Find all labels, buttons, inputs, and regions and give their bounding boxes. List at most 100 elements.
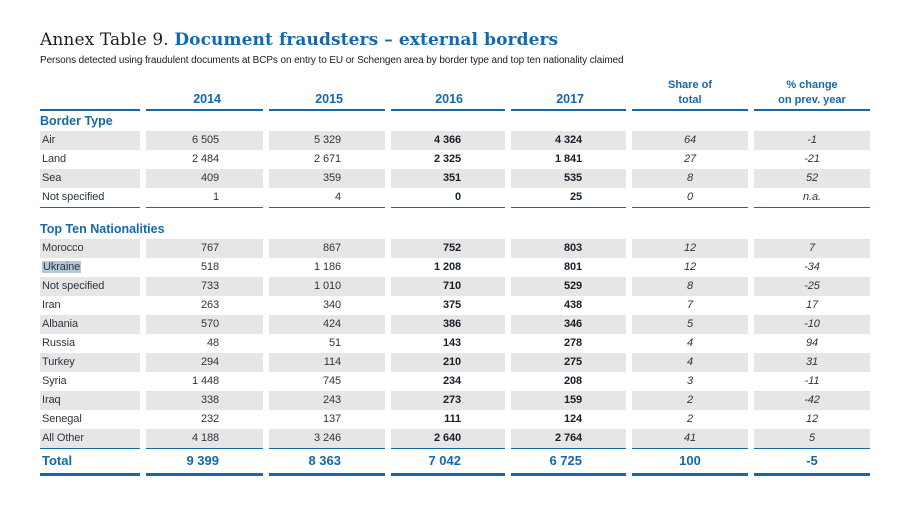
value-cell: -11	[804, 375, 820, 388]
value-cell: 278	[563, 337, 582, 350]
value-cell: 0	[632, 188, 748, 209]
col-header-line2: total	[678, 93, 702, 106]
heading-spacer-cell	[269, 218, 385, 242]
value-cell: -21	[804, 153, 820, 166]
table-row-senegal: Senegal 232 137 111 124 2 12	[40, 410, 871, 429]
value-cell: 733	[146, 277, 263, 297]
row-label-cell: Russia	[42, 337, 76, 350]
table-row-iraq: Iraq 338 243 273 159 2 -42	[40, 391, 871, 411]
table-row-iran: Iran 263 340 375 438 7 17	[40, 296, 871, 315]
value-cell: 4 324	[511, 131, 626, 151]
value-cell: 745	[322, 375, 341, 388]
value-cell: 5	[754, 429, 870, 450]
row-label-cell: Air	[40, 131, 140, 151]
value-cell: 8	[632, 277, 748, 297]
value-cell: 52	[754, 169, 870, 189]
row-label-cell: Iran	[42, 299, 61, 312]
col-header-empty	[40, 78, 140, 111]
value-cell: 338	[146, 391, 263, 411]
value-cell: 438	[563, 299, 582, 312]
value-cell: -42	[754, 391, 870, 411]
row-label-cell: Iraq	[40, 391, 140, 411]
value-cell: 4	[686, 337, 694, 350]
value-cell: 2 640	[391, 429, 505, 450]
col-header-line2: on prev. year	[778, 93, 846, 106]
value-cell: 1 208	[433, 261, 461, 274]
value-cell: 143	[442, 337, 461, 350]
row-label-cell: Ukraine	[40, 258, 140, 277]
value-cell: 2	[686, 413, 694, 426]
value-cell: 4	[632, 353, 748, 373]
value-cell: 234	[442, 375, 461, 388]
value-cell: -1	[754, 131, 870, 151]
selected-text-highlight: Ukraine	[42, 261, 82, 274]
col-header-pct-change: % change on prev. year	[754, 78, 870, 111]
value-cell: 7	[686, 299, 694, 312]
value-cell: 1	[146, 188, 263, 209]
total-row: Total 9 399 8 363 7 042 6 725 100 -5	[40, 448, 871, 477]
value-cell: 5 329	[269, 131, 385, 151]
value-cell: 137	[322, 413, 341, 426]
heading-spacer-cell	[632, 110, 748, 134]
page-title: Annex Table 9. Document fraudsters – ext…	[40, 30, 871, 50]
row-label-cell: Senegal	[42, 413, 82, 426]
value-cell: 31	[754, 353, 870, 373]
heading-spacer-cell	[754, 110, 870, 134]
value-cell: 4	[269, 188, 385, 209]
value-cell: 7	[754, 239, 870, 259]
total-value-cell: 9 399	[146, 448, 263, 477]
value-cell: n.a.	[754, 188, 870, 209]
value-cell: 6 505	[146, 131, 263, 151]
row-label-cell: Morocco	[40, 239, 140, 259]
value-cell: 5	[632, 315, 748, 335]
value-cell: 1 448	[191, 375, 219, 388]
value-cell: 2 671	[313, 153, 341, 166]
value-cell: 232	[200, 413, 219, 426]
total-value-cell: 7 042	[391, 448, 505, 477]
col-header-line1: Share of	[667, 79, 712, 92]
value-cell: 159	[511, 391, 626, 411]
value-cell: 424	[269, 315, 385, 335]
heading-spacer-cell	[511, 110, 626, 134]
value-cell: 41	[632, 429, 748, 450]
value-cell: 12	[683, 261, 697, 274]
value-cell: 351	[391, 169, 505, 189]
value-cell: 17	[805, 299, 819, 312]
annex-table: 2014 2015 2016 2017 Share of total % cha…	[40, 78, 871, 477]
value-cell: 340	[322, 299, 341, 312]
value-cell: 4 188	[146, 429, 263, 450]
value-cell: 2	[632, 391, 748, 411]
value-cell: 2 764	[511, 429, 626, 450]
section-heading-cell: Border Type	[40, 110, 140, 134]
table-header-row: 2014 2015 2016 2017 Share of total % cha…	[40, 78, 871, 111]
title-prefix: Annex Table 9.	[40, 30, 169, 50]
value-cell: 263	[200, 299, 219, 312]
section-heading-row-top-ten-nationalities: Top Ten Nationalities	[40, 218, 871, 242]
value-cell: 27	[683, 153, 697, 166]
table-row-ukraine: Ukraine 518 1 186 1 208 801 12 -34	[40, 258, 871, 277]
table-row-air: Air 6 505 5 329 4 366 4 324 64 -1	[40, 131, 871, 151]
row-label-cell: Not specified	[40, 277, 140, 297]
col-header-2016: 2016	[391, 78, 505, 111]
table-row-sea: Sea 409 359 351 535 8 52	[40, 169, 871, 189]
value-cell: 801	[563, 261, 582, 274]
table-body: Border Type Air 6 505 5 329 4 366 4 324 64 -1 La…	[40, 110, 871, 477]
section-heading-label: Top Ten Nationalities	[40, 222, 165, 237]
value-cell: 208	[563, 375, 582, 388]
value-cell: 210	[391, 353, 505, 373]
value-cell: 359	[269, 169, 385, 189]
value-cell: 275	[511, 353, 626, 373]
row-label-cell: All Other	[40, 429, 140, 450]
table-row-land: Land 2 484 2 671 2 325 1 841 27 -21	[40, 150, 871, 169]
value-cell: 64	[632, 131, 748, 151]
value-cell: 4 366	[391, 131, 505, 151]
col-header-2017: 2017	[511, 78, 626, 111]
value-cell: 273	[391, 391, 505, 411]
table-subtitle: Persons detected using fraudulent docume…	[40, 55, 624, 67]
value-cell: 535	[511, 169, 626, 189]
value-cell: -25	[754, 277, 870, 297]
value-cell: 124	[563, 413, 582, 426]
value-cell: 867	[269, 239, 385, 259]
value-cell: 12	[632, 239, 748, 259]
heading-spacer-cell	[391, 218, 505, 242]
